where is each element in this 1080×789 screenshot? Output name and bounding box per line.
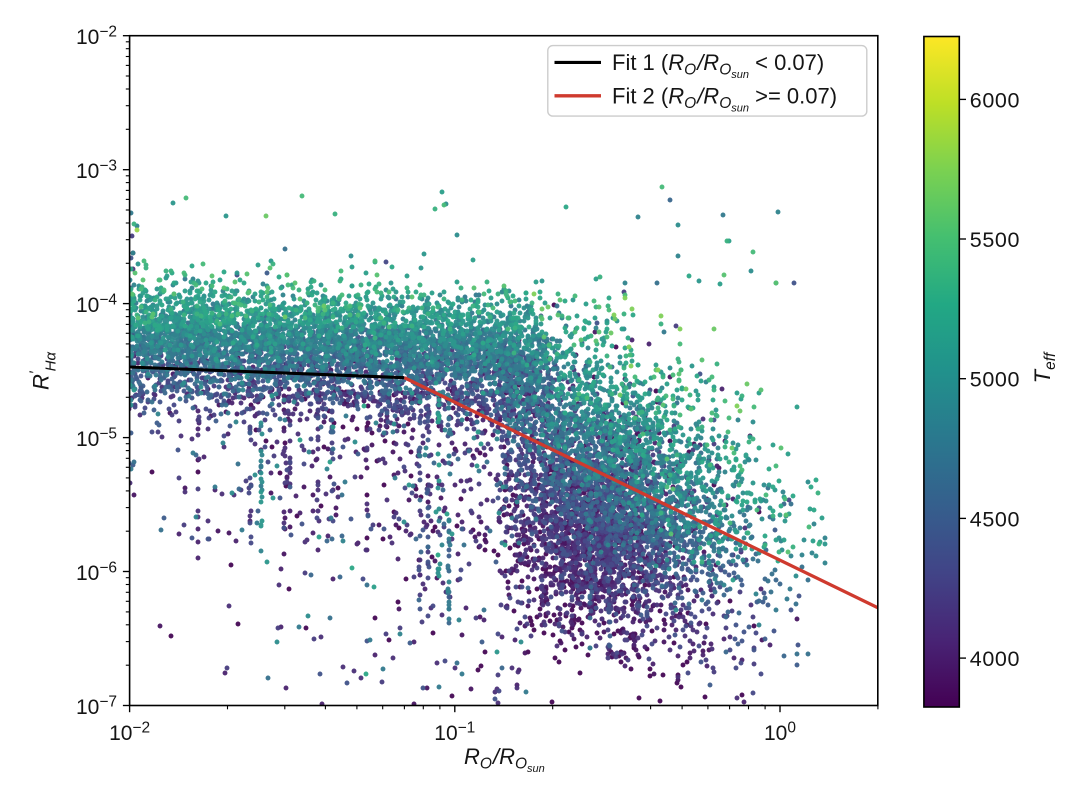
svg-text:4500: 4500 [970,507,1020,531]
svg-text:10−5: 10−5 [76,426,117,452]
svg-text:5500: 5500 [970,228,1020,252]
svg-text:5000: 5000 [970,368,1020,392]
svg-text:6000: 6000 [970,88,1020,112]
svg-text:10−3: 10−3 [76,158,117,184]
svg-text:4000: 4000 [970,647,1020,671]
svg-text:10−4: 10−4 [76,292,117,318]
